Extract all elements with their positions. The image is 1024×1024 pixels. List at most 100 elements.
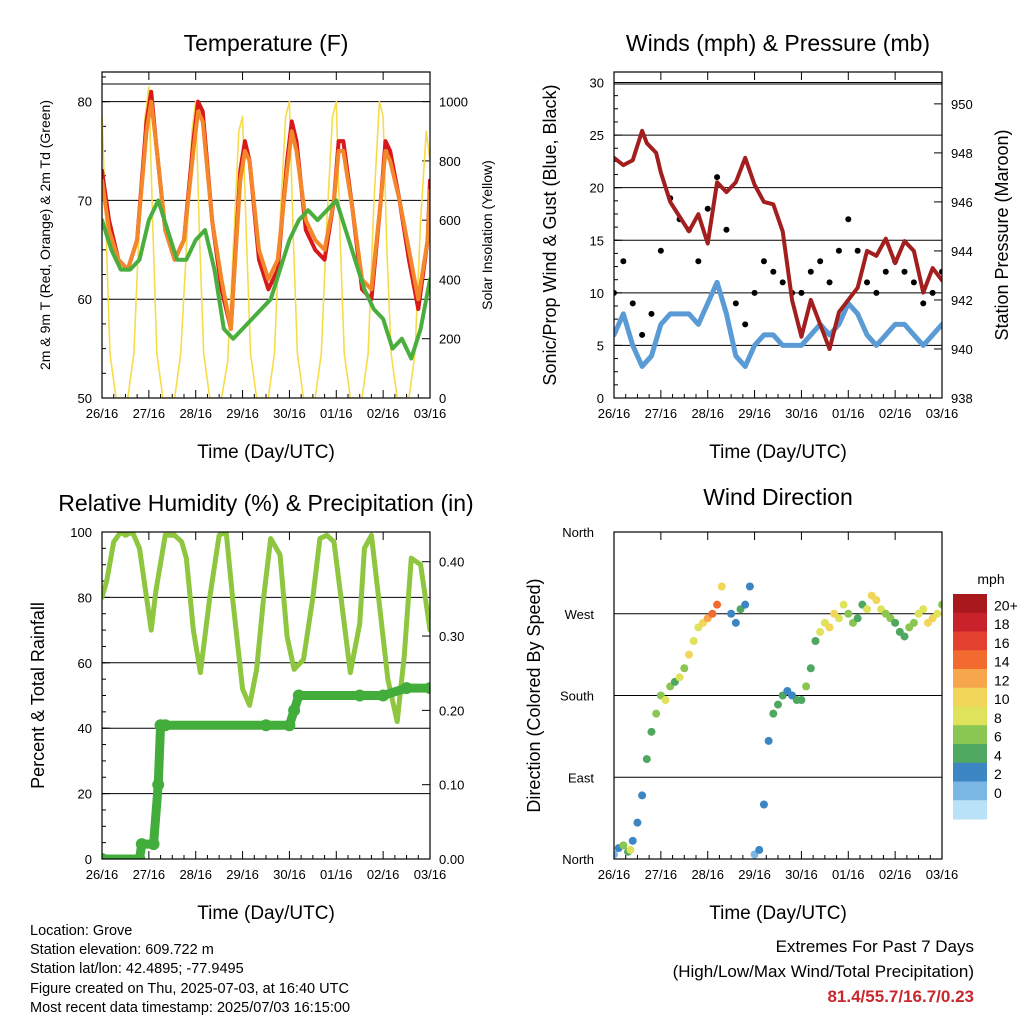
data-point <box>759 800 768 809</box>
colorbar-label: 4 <box>994 747 1002 763</box>
x-tick-label: 26/16 <box>598 406 631 421</box>
y-right-tick-label: 946 <box>951 195 973 210</box>
data-point <box>933 609 942 618</box>
data-point <box>642 755 651 764</box>
y-tick-label: 70 <box>78 193 92 208</box>
data-point <box>152 778 165 791</box>
station-info: Location: Grove Station elevation: 609.7… <box>30 922 350 1018</box>
plot-area <box>102 532 430 859</box>
station-location: Location: Grove <box>30 923 133 939</box>
y-axis-label: Sonic/Prop Wind & Gust (Blue, Black) <box>540 84 560 385</box>
y-tick-label: North <box>562 525 594 540</box>
x-tick-label: 01/16 <box>320 867 353 882</box>
data-point <box>825 623 834 632</box>
data-point <box>638 791 647 800</box>
data-point <box>909 618 918 627</box>
data-point <box>689 637 698 645</box>
data-point <box>845 216 852 223</box>
data-point <box>751 289 758 296</box>
y-tick-label: 20 <box>78 787 92 802</box>
series-gust <box>614 174 942 338</box>
y-tick-label: North <box>562 852 594 867</box>
data-point <box>633 818 642 827</box>
data-point <box>900 632 909 641</box>
data-point <box>755 845 764 854</box>
y-tick-label: 60 <box>78 656 92 671</box>
extremes-values: 81.4/55.7/16.7/0.23 <box>827 987 974 1006</box>
y-right-tick-label: 0.10 <box>439 778 464 793</box>
y-tick-label: 20 <box>590 181 604 196</box>
data-point <box>353 689 366 702</box>
data-point <box>619 841 628 850</box>
x-tick-label: 29/16 <box>226 867 259 882</box>
x-tick-label: 01/16 <box>832 406 865 421</box>
x-tick-label: 03/16 <box>414 867 447 882</box>
data-point <box>745 582 754 591</box>
data-point <box>797 696 806 705</box>
figure-created: Figure created on Thu, 2025-07-03, at 16… <box>30 980 349 997</box>
data-point <box>260 719 272 732</box>
y-right-tick-label: 944 <box>951 244 973 259</box>
colorbar-swatch <box>953 781 987 801</box>
data-point <box>648 310 655 317</box>
x-tick-label: 27/16 <box>133 406 166 421</box>
data-point <box>811 637 820 645</box>
x-tick-label: 26/16 <box>86 406 119 421</box>
colorbar-label: 18 <box>994 616 1010 632</box>
colorbar-label: 16 <box>994 635 1010 651</box>
y-tick-label: 60 <box>78 292 92 307</box>
y-tick-label: 80 <box>78 95 92 110</box>
y-right-tick-label: 1000 <box>439 95 468 110</box>
data-point <box>863 605 872 614</box>
y-tick-label: 100 <box>70 525 92 540</box>
recent-timestamp: Most recent data timestamp: 2025/07/03 1… <box>30 999 351 1016</box>
data-point <box>826 279 833 286</box>
data-point <box>400 682 413 695</box>
colorbar-swatch <box>953 725 987 745</box>
y-right-tick-label: 938 <box>951 391 973 406</box>
colorbar-swatch <box>953 687 987 707</box>
data-point <box>760 258 767 265</box>
x-tick-label: 27/16 <box>133 867 166 882</box>
y-right-tick-label: 400 <box>439 272 461 287</box>
chart-title: Relative Humidity (%) & Precipitation (i… <box>58 490 473 516</box>
data-point <box>614 289 617 296</box>
series-line <box>102 683 430 859</box>
data-point <box>704 205 711 212</box>
y-tick-label: 15 <box>590 233 604 248</box>
data-point <box>864 279 871 286</box>
data-point <box>147 838 160 851</box>
x-axis-label: Time (Day/UTC) <box>197 442 335 463</box>
data-point <box>901 268 908 275</box>
data-point <box>292 689 305 702</box>
colorbar-label: 12 <box>994 672 1010 688</box>
series-total-precipitation <box>102 682 430 859</box>
data-point <box>135 838 148 851</box>
data-point <box>626 845 635 854</box>
colorbar-swatch <box>953 800 987 820</box>
y-right-tick-label: 600 <box>439 213 461 228</box>
data-point <box>853 614 862 623</box>
data-point <box>628 836 637 845</box>
data-point <box>424 682 430 695</box>
data-point <box>816 627 825 636</box>
data-point <box>708 609 717 618</box>
colorbar-label: 20+ <box>994 597 1018 613</box>
data-point <box>817 258 824 265</box>
x-tick-label: 26/16 <box>86 867 119 882</box>
data-point <box>657 247 664 254</box>
x-tick-label: 01/16 <box>832 867 865 882</box>
data-point <box>774 700 782 709</box>
data-point <box>802 682 811 691</box>
chart-title: Temperature (F) <box>184 30 349 56</box>
y-right-tick-label: 940 <box>951 342 973 357</box>
colorbar-label: 14 <box>994 654 1010 670</box>
y-right-tick-label: 0.40 <box>439 555 464 570</box>
series-9m-t <box>102 99 430 331</box>
station-elevation: Station elevation: 609.722 m <box>30 942 214 959</box>
x-tick-label: 03/16 <box>926 867 959 882</box>
data-point <box>695 258 702 265</box>
x-tick-label: 30/16 <box>273 406 306 421</box>
x-axis-label: Time (Day/UTC) <box>197 903 335 924</box>
data-point <box>675 673 684 682</box>
